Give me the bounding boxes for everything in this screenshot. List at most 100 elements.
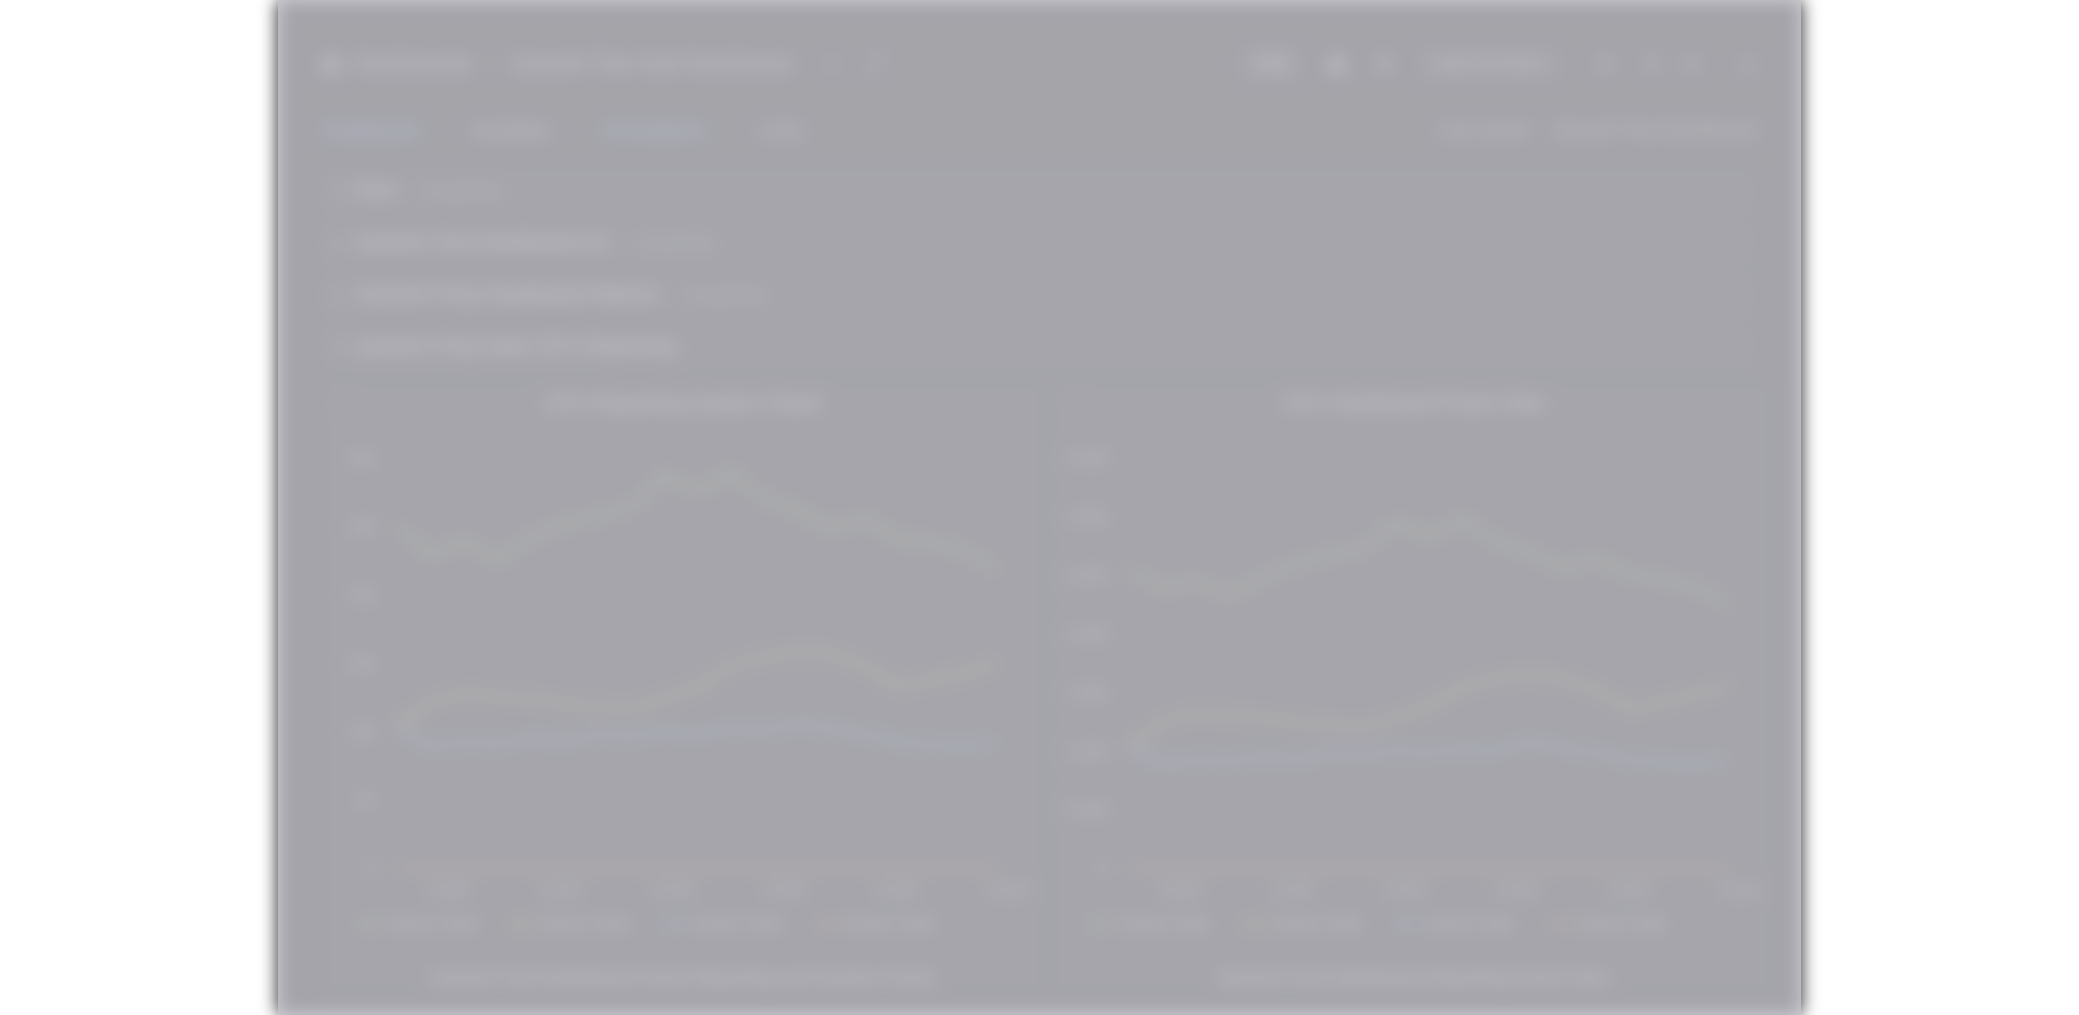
y-tick-label: 2.000 [1065, 625, 1108, 644]
gear-icon[interactable]: ⚙ [1374, 51, 1395, 76]
breadcrumb-current[interactable]: Ganesh Test Sub Dashboard [510, 51, 793, 76]
x-tick-label: 15:00 [987, 881, 1030, 900]
tab-annotations[interactable]: Annotations [601, 119, 708, 142]
x-tick-label: 10:00 [427, 881, 470, 900]
panel-footer: Ganesh Test Dashboard Reporting Panel Vi… [1217, 968, 1611, 989]
chevron-right-icon[interactable]: ▸ [334, 284, 344, 305]
x-tick-label: 13:00 [1495, 881, 1538, 900]
grid-icon[interactable]: ▦ [320, 51, 342, 76]
x-tick-label: 10:00 [1159, 881, 1202, 900]
chevron-down-icon[interactable]: ▾ [334, 336, 344, 357]
series-line [1129, 739, 1731, 767]
top-bar: ▦ Dashboards / Ganesh Test Sub Dashboard… [278, 38, 1801, 90]
y-tick-label: 50 [357, 791, 376, 810]
series-line [1129, 673, 1731, 747]
legend-item[interactable]: Series Total [1395, 914, 1514, 934]
legend-item[interactable]: Series Total [815, 914, 935, 934]
x-tick-label: 12:00 [1383, 881, 1426, 900]
star-icon[interactable]: ☆ [822, 51, 842, 76]
y-tick-label: 100 [348, 722, 376, 741]
legend-item[interactable]: Series Total [1090, 914, 1209, 934]
chart-legend: Series Total Series Total Series Total Seri… [358, 914, 968, 934]
legend-label: Series Total [1577, 914, 1667, 933]
legend-item[interactable]: Series Total [663, 914, 782, 934]
legend-swatch [815, 922, 838, 926]
save-icon[interactable]: ▣ [1326, 51, 1348, 76]
line-chart: 0 0.500 1.000 1.500 2.000 2.500 3.000 3.500 10:0… [1065, 449, 1762, 900]
tab-links[interactable]: Links [757, 119, 805, 142]
row-title: Ganesh Prep Data CPU Reporting [355, 335, 677, 358]
x-tick-label: 13:00 [763, 881, 806, 900]
chart-legend: Series Total Series Total Series Total Seri… [1090, 914, 1700, 934]
y-tick-label: 3.000 [1065, 508, 1108, 527]
y-tick-label: 2.500 [1065, 566, 1108, 585]
legend-swatch [510, 922, 533, 926]
dashboard-row[interactable]: ▸ Ganesh Test Dashboard 01 (5 panels) [318, 220, 1758, 266]
series-line [397, 721, 999, 750]
legend-swatch [358, 922, 380, 926]
breadcrumb-separator: / [488, 51, 495, 76]
zoom-out-icon[interactable]: ⊖ [1596, 51, 1616, 76]
series-line [1129, 517, 1731, 606]
y-tick-label: 1.500 [1065, 683, 1108, 702]
dashboard-row[interactable]: ▾ Row (5 panels) [318, 168, 1758, 214]
series-line [396, 469, 999, 572]
y-tick-label: 0 [367, 859, 376, 878]
row-meta: (5 panels) [421, 180, 502, 201]
y-tick-label: 0.500 [1065, 800, 1108, 819]
legend-item[interactable]: Series Total [1547, 914, 1667, 934]
legend-swatch [1242, 922, 1265, 926]
dashboard-app: ▦ Dashboards / Ganesh Test Sub Dashboard… [278, 0, 1801, 1015]
y-tick-label: 300 [348, 449, 376, 468]
tv-mode-icon[interactable]: ▭ [1737, 51, 1759, 76]
x-tick-label: 14:00 [1607, 881, 1650, 900]
y-tick-label: 150 [348, 654, 376, 673]
legend-item[interactable]: Series Total [358, 914, 477, 934]
time-range-picker[interactable]: Last 24 hours [1415, 47, 1563, 81]
chart-panel[interactable]: ⋮ CPU Reporting System Panel 0 50 100 150 20… [318, 378, 1046, 998]
legend-item[interactable]: Series Total [510, 914, 629, 934]
y-tick-label: 0 [1099, 859, 1108, 878]
x-tick-label: 15:00 [1719, 881, 1762, 900]
y-tick-label: 250 [348, 517, 376, 536]
share-icon[interactable]: ⤴ [862, 51, 885, 76]
panel-footer: Ganesh Test Dashboard Panel Reporting an… [429, 968, 935, 989]
chevron-down-icon[interactable]: ▾ [334, 180, 344, 201]
legend-label: Series Total [1425, 914, 1514, 933]
legend-item[interactable]: Series Total [1242, 914, 1362, 934]
legend-label: Series Total [1120, 914, 1209, 933]
chevron-right-icon[interactable]: ▸ [334, 232, 344, 253]
refresh-icon[interactable]: ↻ [1644, 51, 1664, 76]
tab-dashboard[interactable]: Dashboard [322, 119, 420, 142]
tab-variables[interactable]: Variables [469, 119, 552, 142]
row-title: Ganesh Test Dashboard 01 [355, 231, 611, 254]
legend-swatch [1395, 922, 1418, 926]
x-tick-label: 11:00 [539, 881, 580, 900]
row-title: Ganesh Prep Dashboard Metrics [355, 283, 661, 306]
y-tick-label: 1.000 [1065, 742, 1108, 761]
line-chart: 0 50 100 150 200 250 300 10:00 11:00 12:00 13:00 14… [348, 449, 1030, 900]
last-saved-label: Last saved [1436, 120, 1529, 141]
dashboard-row[interactable]: ▸ Ganesh Prep Dashboard Metrics (5 panel… [318, 272, 1758, 318]
add-panel-button[interactable]: Add [1240, 47, 1302, 81]
legend-label: Series Total [845, 914, 935, 933]
y-tick-label: 200 [348, 586, 376, 605]
chevron-down-icon[interactable]: ▾ [1686, 51, 1698, 76]
legend-swatch [1547, 922, 1570, 926]
legend-swatch [663, 922, 686, 926]
dashboard-row[interactable]: ▾ Ganesh Prep Data CPU Reporting [318, 324, 1758, 370]
chart-panel[interactable]: ⋮ CPU Dashboard Panel View 0 0.500 1.000 1.… [1050, 378, 1778, 998]
dashboard-name-label[interactable]: Ganesh Test Dashboard [1552, 120, 1757, 141]
legend-label: Series Total [1272, 914, 1362, 933]
breadcrumb-root[interactable]: Dashboards [354, 51, 473, 76]
x-tick-label: 12:00 [651, 881, 694, 900]
x-tick-label: 14:00 [875, 881, 918, 900]
legend-label: Series Total [388, 914, 477, 933]
x-tick-label: 11:00 [1271, 881, 1312, 900]
row-meta: (5 panels) [634, 232, 715, 253]
panel-title: CPU Dashboard Panel View [1282, 392, 1546, 415]
legend-label: Series Total [693, 914, 782, 933]
tab-bar: Dashboard Variables Annotations Links La… [278, 108, 1801, 154]
row-title: Row [355, 179, 398, 202]
